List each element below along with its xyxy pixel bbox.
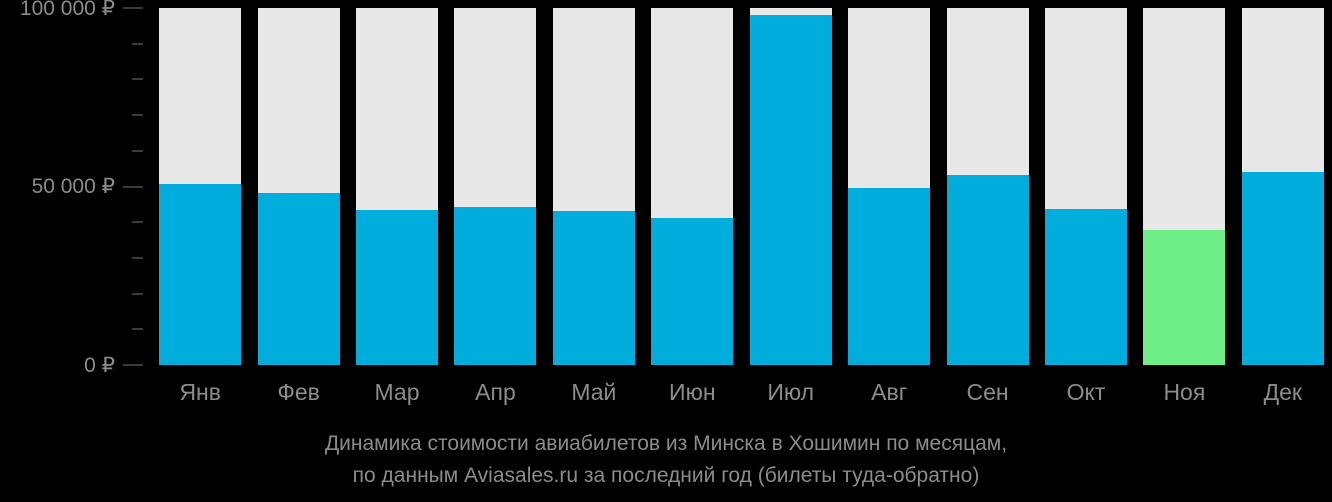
x-axis-label: Авг (871, 379, 908, 405)
y-axis-tick-mark (132, 78, 143, 81)
bar-track (159, 8, 242, 365)
x-axis-label: Июн (669, 379, 716, 405)
bar[interactable] (356, 210, 439, 365)
bar-column[interactable]: Май (552, 0, 635, 405)
bar-track (1143, 8, 1226, 365)
chart-caption-line-1: Динамика стоимости авиабилетов из Минска… (324, 432, 1008, 455)
bar-track (848, 8, 931, 365)
x-axis-label: Сен (966, 379, 1009, 405)
x-axis-label: Ноя (1163, 379, 1206, 405)
bar-track (651, 8, 734, 365)
bar-column[interactable]: Янв (159, 0, 242, 405)
bar-track (356, 8, 439, 365)
bar-track (257, 8, 340, 365)
bar-column[interactable]: Окт (1044, 0, 1127, 405)
chart-caption-line-2: по данным Aviasales.ru за последний год … (352, 464, 980, 487)
y-axis-tick-label: 100 000 ₽ (19, 0, 115, 20)
y-axis-tick-mark (132, 42, 143, 45)
bar-column[interactable]: Июн (651, 0, 734, 405)
bar-track (552, 8, 635, 365)
x-axis-label: Май (571, 379, 617, 405)
chart-caption: Динамика стоимости авиабилетов из Минска… (0, 428, 1332, 492)
bar[interactable] (552, 211, 635, 365)
x-axis-label: Мар (374, 379, 420, 405)
y-axis-tick-mark (123, 185, 143, 188)
bar-track (946, 8, 1029, 365)
bar[interactable] (1044, 209, 1127, 365)
bar[interactable] (1241, 171, 1324, 365)
bar[interactable] (257, 192, 340, 365)
y-axis: 0 ₽ 50 000 ₽ 100 000 ₽ (0, 0, 151, 502)
y-axis-tick-mark (123, 7, 143, 9)
bar[interactable] (454, 206, 537, 365)
bar-track (1044, 8, 1127, 365)
x-axis-label: Янв (179, 379, 221, 405)
x-axis-label: Июл (767, 379, 815, 405)
bar-column[interactable]: Сен (946, 0, 1029, 405)
plot-area: Янв Фев Мар Апр Май Июн Июл Авг Сен Окт Ноя Дек (151, 0, 1332, 502)
y-axis-tick-mark (132, 149, 143, 152)
bar-column[interactable]: Апр (454, 0, 537, 405)
y-axis-tick-mark (123, 364, 143, 366)
bar-column[interactable]: Фев (257, 0, 340, 405)
bar-column[interactable]: Ноя (1143, 0, 1226, 405)
bar-track (1241, 8, 1324, 365)
bar-column[interactable]: Дек (1241, 0, 1324, 405)
bar[interactable] (159, 184, 242, 365)
bar-column[interactable]: Июл (749, 0, 832, 405)
y-axis-tick-mark (132, 328, 143, 331)
y-axis-tick-label: 0 ₽ (84, 353, 115, 377)
x-axis-label: Апр (475, 379, 516, 405)
x-axis-label: Окт (1066, 379, 1106, 405)
y-axis-tick-mark (132, 256, 143, 259)
x-axis-label: Фев (277, 379, 320, 405)
bar-cheapest[interactable] (1143, 230, 1226, 365)
x-axis-label: Дек (1263, 379, 1302, 405)
bar-track (454, 8, 537, 365)
bar-track (749, 8, 832, 365)
bar[interactable] (946, 175, 1029, 365)
y-axis-tick-label: 50 000 ₽ (31, 175, 115, 198)
bar[interactable] (651, 217, 734, 365)
y-axis-tick-mark (132, 221, 143, 224)
bar-column[interactable]: Авг (848, 0, 931, 405)
y-axis-tick-mark (132, 292, 143, 295)
bar-column[interactable]: Мар (356, 0, 439, 405)
y-axis-tick-mark (132, 114, 143, 117)
bar[interactable] (749, 15, 832, 365)
bar[interactable] (848, 187, 931, 365)
